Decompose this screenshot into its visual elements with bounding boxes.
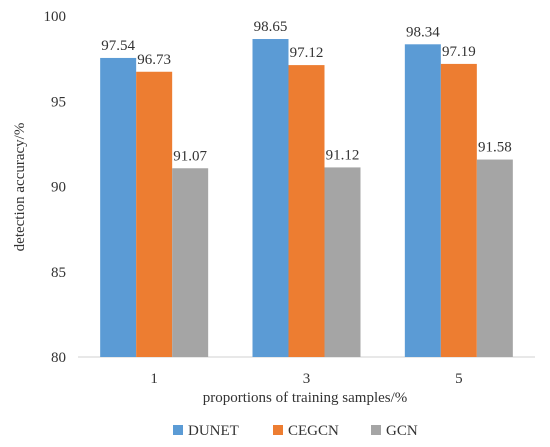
bar-dunet-5 xyxy=(404,44,441,357)
x-tick-label: 3 xyxy=(303,371,311,387)
data-label-dunet-5: 98.34 xyxy=(406,24,440,40)
legend: DUNET CEGCN GCN xyxy=(173,423,418,439)
y-tick-label: 85 xyxy=(51,265,66,281)
bar-cegcn-5 xyxy=(440,63,477,358)
data-label-gcn-3: 91.12 xyxy=(326,147,360,163)
x-axis-label: proportions of training samples/% xyxy=(203,390,408,406)
data-label-cegcn-5: 97.19 xyxy=(442,44,476,60)
bar-gcn-5 xyxy=(476,159,513,357)
data-label-cegcn-1: 96.73 xyxy=(137,52,171,68)
x-tick-labels: 1 3 5 xyxy=(150,371,462,387)
legend-label-dunet: DUNET xyxy=(188,423,239,439)
data-label-gcn-5: 91.58 xyxy=(478,140,512,156)
data-label-gcn-1: 91.07 xyxy=(173,148,207,164)
x-tick-label: 1 xyxy=(150,371,158,387)
x-tick-label: 5 xyxy=(455,371,463,387)
bar-gcn-1 xyxy=(172,168,209,357)
y-tick-labels: 80 85 90 95 100 xyxy=(44,9,67,366)
bars-group xyxy=(100,39,513,358)
data-label-dunet-3: 98.65 xyxy=(254,19,288,35)
bar-gcn-3 xyxy=(324,167,361,357)
data-label-cegcn-3: 97.12 xyxy=(290,45,324,61)
y-tick-label: 95 xyxy=(51,94,66,110)
y-axis-label: detection accuracy/% xyxy=(12,123,28,252)
legend-swatch-cegcn xyxy=(273,425,283,435)
y-tick-label: 90 xyxy=(51,180,66,196)
legend-label-gcn: GCN xyxy=(386,423,418,439)
legend-swatch-gcn xyxy=(371,425,381,435)
y-tick-label: 100 xyxy=(44,9,67,25)
y-tick-label: 80 xyxy=(51,350,66,366)
bar-cegcn-3 xyxy=(288,65,325,357)
legend-label-cegcn: CEGCN xyxy=(288,423,339,439)
legend-swatch-dunet xyxy=(173,425,183,435)
data-label-dunet-1: 97.54 xyxy=(101,38,135,54)
bar-cegcn-1 xyxy=(136,71,173,357)
bar-dunet-1 xyxy=(100,57,137,358)
bar-dunet-3 xyxy=(252,39,289,358)
